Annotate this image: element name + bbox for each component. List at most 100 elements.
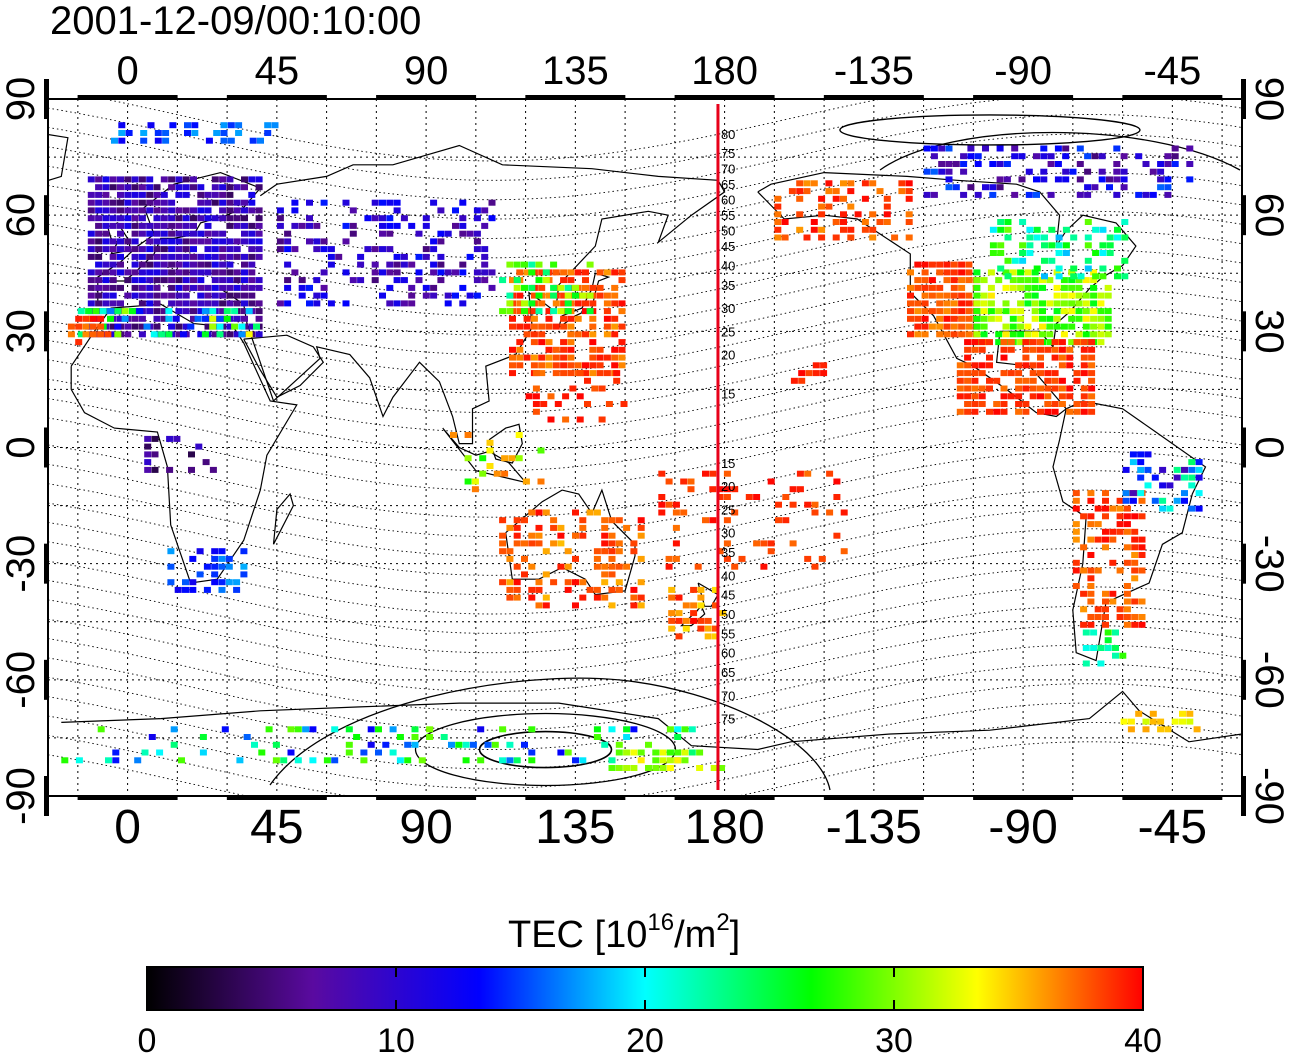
tec-pixel <box>448 741 455 748</box>
tec-pixel <box>175 215 183 222</box>
tec-pixel <box>146 238 154 245</box>
tec-pixel <box>168 176 176 183</box>
tec-pixel <box>832 195 840 202</box>
tec-pixel <box>216 323 224 330</box>
tec-pixel <box>182 261 190 268</box>
tec-pixel <box>131 222 139 229</box>
tec-pixel <box>226 176 234 183</box>
tec-pixel <box>452 222 459 229</box>
tec-pixel <box>745 494 753 500</box>
tec-pixel <box>704 633 712 640</box>
magnetic-latitude-line <box>48 489 1242 576</box>
lat-tick-label-left: -60 <box>0 651 43 709</box>
tec-pixel <box>1004 257 1012 264</box>
tec-pixel <box>611 362 619 369</box>
tec-pixel <box>989 191 997 198</box>
tec-pixel <box>668 617 676 624</box>
tec-pixel <box>810 180 818 187</box>
tec-pixel <box>987 292 995 299</box>
tec-pixel <box>576 370 584 377</box>
tec-pixel <box>95 230 103 237</box>
tec-pixel <box>674 726 682 733</box>
tec-pixel <box>1113 176 1121 183</box>
tec-pixel <box>1024 323 1032 330</box>
tec-region-south-america <box>1072 490 1146 628</box>
contour-label: 55 <box>721 626 735 641</box>
tec-pixel <box>437 261 445 268</box>
tec-pixel <box>964 354 972 361</box>
tec-pixel <box>182 586 189 593</box>
lat-tick-label-left: -90 <box>0 767 43 825</box>
tec-pixel <box>530 331 538 338</box>
tec-pixel <box>331 757 339 764</box>
tec-pixel <box>131 199 139 206</box>
tec-pixel <box>255 176 263 183</box>
tec-pixel <box>921 284 929 291</box>
tec-pixel <box>542 602 550 609</box>
tec-pixel <box>1181 466 1188 473</box>
tec-pixel <box>623 524 631 531</box>
tec-pixel <box>579 524 587 531</box>
tec-pixel <box>153 184 161 191</box>
tec-pixel <box>1137 451 1145 458</box>
tec-pixel <box>276 238 284 245</box>
frame-bar-bottom <box>77 795 178 800</box>
tec-pixel <box>371 199 379 206</box>
tec-pixel <box>530 315 538 322</box>
tec-pixel <box>608 602 616 609</box>
tec-pixel <box>1171 718 1179 725</box>
tec-pixel <box>112 757 120 764</box>
tec-pixel <box>702 470 709 477</box>
tec-pixel <box>611 269 619 276</box>
tec-pixel <box>608 548 616 555</box>
tec-pixel <box>349 207 357 214</box>
tec-pixel <box>965 277 973 284</box>
tec-pixel <box>1002 284 1010 291</box>
tec-pixel <box>1009 284 1017 291</box>
tec-pixel <box>255 230 263 237</box>
tec-pixel <box>980 308 988 315</box>
tec-pixel <box>95 222 103 229</box>
tec-pixel <box>1195 474 1203 481</box>
tec-pixel <box>211 191 219 198</box>
tec-pixel <box>197 253 205 260</box>
tec-region-antarctic-ross <box>608 749 725 771</box>
tec-pixel <box>567 354 575 361</box>
tec-pixel <box>175 246 183 253</box>
tec-pixel <box>422 292 430 299</box>
tec-pixel <box>1080 544 1088 551</box>
tec-pixel <box>265 726 273 733</box>
tec-pixel <box>658 494 666 500</box>
tec-pixel <box>175 331 183 338</box>
tec-pixel <box>811 509 819 516</box>
tec-pixel <box>459 230 467 237</box>
frame-bar-right <box>1241 311 1246 352</box>
tec-pixel <box>499 277 507 284</box>
tec-pixel <box>211 563 219 570</box>
tec-pixel <box>1070 265 1078 272</box>
tec-pixel <box>883 211 891 218</box>
tec-pixel <box>1173 474 1181 481</box>
tec-pixel <box>974 153 982 160</box>
tec-pixel <box>1123 521 1131 528</box>
tec-pixel <box>357 261 365 268</box>
tec-pixel <box>271 122 279 129</box>
tec-pixel <box>211 199 219 206</box>
tec-pixel <box>522 478 530 485</box>
tec-pixel <box>353 734 361 740</box>
tec-pixel <box>138 331 146 338</box>
tec-pixel <box>557 540 565 547</box>
tec-pixel <box>166 466 174 473</box>
tec-pixel <box>255 300 263 307</box>
tec-pixel <box>168 199 176 206</box>
tec-pixel <box>371 277 379 284</box>
tec-pixel <box>375 726 382 733</box>
tec-pixel <box>521 261 528 268</box>
tec-pixel <box>513 579 521 586</box>
tec-pixel <box>473 269 481 276</box>
tec-pixel <box>168 184 176 191</box>
tec-pixel <box>1109 528 1117 535</box>
tec-pixel <box>665 563 673 570</box>
tec-pixel <box>513 594 521 601</box>
tec-pixel <box>430 238 438 245</box>
